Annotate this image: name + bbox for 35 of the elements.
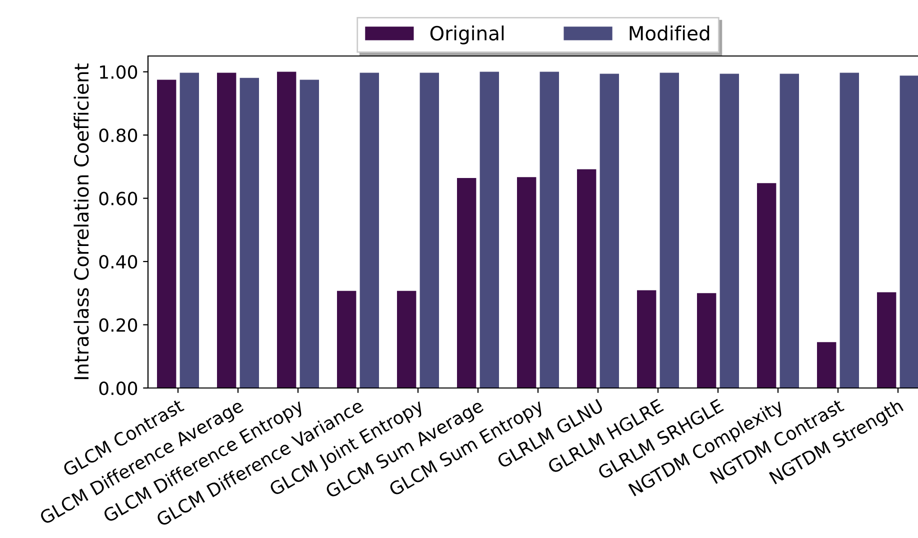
bar	[840, 72, 859, 388]
legend-label: Original	[430, 26, 504, 44]
bar	[877, 292, 896, 388]
legend-label: Modified	[630, 26, 710, 41]
bar	[817, 342, 836, 388]
bar	[720, 74, 739, 388]
bar	[397, 290, 416, 388]
bar	[480, 72, 499, 388]
bar	[577, 169, 596, 388]
bar	[780, 74, 799, 388]
bar	[660, 72, 679, 388]
bar	[360, 72, 379, 388]
bar	[517, 177, 536, 388]
y-tick-label: 1.00	[100, 65, 138, 79]
bar	[900, 76, 918, 388]
bar	[637, 290, 656, 388]
bar	[540, 72, 559, 388]
bar	[240, 78, 259, 388]
bar	[457, 178, 476, 388]
bar	[180, 72, 199, 388]
bar	[757, 183, 776, 388]
bar	[420, 72, 439, 388]
y-tick-label: 0.60	[99, 192, 138, 206]
y-tick-label: 0.80	[99, 128, 138, 142]
bar	[300, 80, 319, 388]
bar	[157, 80, 176, 388]
bar	[277, 72, 296, 388]
bar	[600, 74, 619, 388]
bar	[697, 293, 716, 388]
y-tick-label: 0.20	[99, 318, 138, 332]
y-tick-label: 0.40	[99, 254, 138, 269]
y-axis-title: Intraclass Correlation Coefficient	[74, 63, 89, 380]
bar	[217, 72, 236, 388]
y-tick-label: 0.00	[99, 381, 138, 396]
bar	[337, 290, 356, 388]
